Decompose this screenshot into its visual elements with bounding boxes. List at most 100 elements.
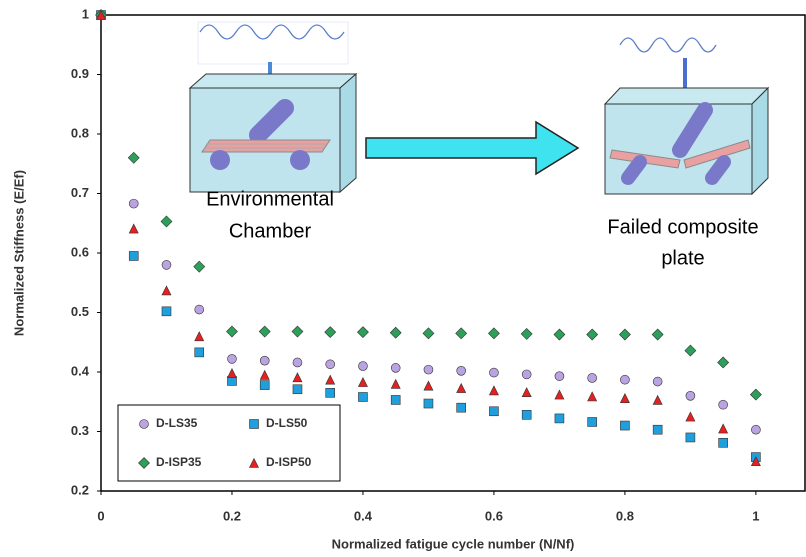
illustrations <box>190 22 768 194</box>
data-point <box>358 392 367 401</box>
data-point <box>489 407 498 416</box>
legend-marker <box>250 420 259 429</box>
data-point <box>293 373 302 382</box>
data-point <box>424 365 433 374</box>
roller <box>712 162 724 178</box>
roller <box>290 150 310 170</box>
data-point <box>326 360 335 369</box>
y-tick-label: 1 <box>82 6 89 21</box>
data-point <box>326 388 335 397</box>
data-point <box>457 384 466 393</box>
legend-label: D-LS50 <box>266 416 308 430</box>
wave <box>200 25 344 39</box>
data-point <box>588 417 597 426</box>
data-point <box>686 412 695 421</box>
y-tick-label: 0.8 <box>71 125 89 140</box>
data-point <box>686 391 695 400</box>
data-point <box>424 399 433 408</box>
data-point <box>161 216 172 227</box>
data-point <box>685 345 696 356</box>
x-tick-label: 0.8 <box>616 508 634 523</box>
x-tick-label: 0.6 <box>485 508 503 523</box>
data-point <box>653 425 662 434</box>
x-axis-label: Normalized fatigue cycle number (N/Nf) <box>332 536 575 551</box>
data-point <box>162 260 171 269</box>
y-tick-label: 0.4 <box>71 363 90 378</box>
chart: Environmental Chamber Failed composite p… <box>0 0 806 557</box>
data-point <box>619 329 630 340</box>
data-point <box>424 381 433 390</box>
data-point <box>620 421 629 430</box>
data-point <box>522 410 531 419</box>
data-point <box>750 389 761 400</box>
data-point <box>652 329 663 340</box>
annotation: Failed composite <box>607 216 758 238</box>
data-point <box>719 424 728 433</box>
data-point <box>292 326 303 337</box>
legend-marker <box>140 420 149 429</box>
data-point <box>488 328 499 339</box>
data-point <box>554 329 565 340</box>
x-tick-label: 0 <box>97 508 104 523</box>
data-point <box>587 329 598 340</box>
roller <box>628 162 640 178</box>
data-point <box>129 199 138 208</box>
data-point <box>391 363 400 372</box>
annotation: plate <box>661 247 704 269</box>
data-point <box>260 381 269 390</box>
data-point <box>489 386 498 395</box>
data-point <box>195 305 204 314</box>
data-point <box>457 403 466 412</box>
data-point <box>555 390 564 399</box>
legend-label: D-LS35 <box>156 416 198 430</box>
data-point <box>162 307 171 316</box>
x-tick-label: 0.2 <box>223 508 241 523</box>
data-point <box>719 438 728 447</box>
data-point <box>293 358 302 367</box>
data-point <box>129 224 138 233</box>
y-tick-label: 0.7 <box>71 185 89 200</box>
y-axis-label: Normalized Stiffness (E/Ef) <box>11 170 26 336</box>
data-point <box>522 388 531 397</box>
data-point <box>358 378 367 387</box>
wave-grid <box>198 22 348 64</box>
wave <box>620 38 716 52</box>
data-point <box>357 327 368 338</box>
data-point <box>653 377 662 386</box>
data-point <box>162 286 171 295</box>
data-point <box>129 251 138 260</box>
data-point <box>259 326 270 337</box>
data-point <box>521 328 532 339</box>
data-point <box>555 372 564 381</box>
data-point <box>260 370 269 379</box>
data-point <box>686 433 695 442</box>
data-point <box>293 385 302 394</box>
data-point <box>719 400 728 409</box>
annotation: Chamber <box>229 220 312 242</box>
y-tick-label: 0.5 <box>71 304 89 319</box>
data-point <box>489 368 498 377</box>
data-point <box>522 370 531 379</box>
box-side <box>752 88 768 194</box>
data-point <box>588 392 597 401</box>
data-point <box>326 375 335 384</box>
process-arrow <box>366 122 578 174</box>
data-point <box>653 395 662 404</box>
box-top <box>190 74 356 88</box>
data-point <box>227 354 236 363</box>
data-point <box>588 373 597 382</box>
data-point <box>457 366 466 375</box>
roller <box>210 150 230 170</box>
data-point <box>226 326 237 337</box>
data-point <box>358 362 367 371</box>
y-tick-label: 0.2 <box>71 482 89 497</box>
y-tick-label: 0.9 <box>71 66 89 81</box>
box-side <box>340 74 356 192</box>
data-point <box>391 395 400 404</box>
data-point <box>423 328 434 339</box>
data-point <box>751 425 760 434</box>
data-point <box>456 328 467 339</box>
y-tick-label: 0.3 <box>71 423 89 438</box>
legend-label: D-ISP35 <box>156 455 202 469</box>
data-point <box>620 394 629 403</box>
